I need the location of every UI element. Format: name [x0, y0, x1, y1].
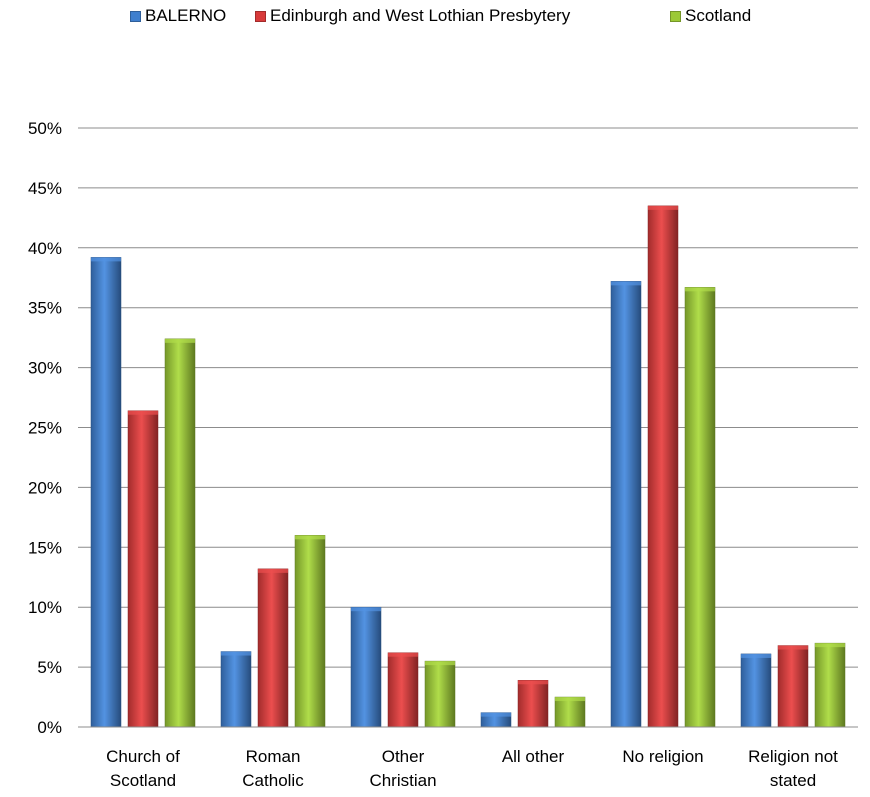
y-tick-label: 30%: [28, 359, 62, 378]
x-tick-label: Roman: [246, 747, 301, 766]
legend-swatch-presbytery: [255, 10, 266, 22]
y-tick-label: 15%: [28, 538, 62, 557]
y-tick-label: 45%: [28, 179, 62, 198]
bar-scotland-2: [424, 660, 456, 728]
bar-scotland-3: [554, 696, 586, 728]
bar-cap: [555, 697, 585, 702]
legend-item-scotland: Scotland: [670, 6, 751, 26]
bar-cap: [295, 535, 325, 540]
y-tick-label: 25%: [28, 419, 62, 438]
bar-cap: [611, 281, 641, 286]
y-tick-label: 10%: [28, 598, 62, 617]
legend-swatch-balerno: [130, 10, 141, 22]
bar-cap: [741, 653, 771, 658]
x-tick-label: stated: [770, 771, 816, 790]
bar-scotland-4: [684, 287, 716, 728]
y-tick-label: 20%: [28, 478, 62, 497]
legend-label-presbytery: Edinburgh and West Lothian Presbytery: [270, 6, 571, 25]
bar-cap: [685, 287, 715, 292]
x-tick-label: Other: [382, 747, 425, 766]
y-tick-label: 5%: [37, 658, 62, 677]
bar-cap: [778, 645, 808, 650]
bar-balerno-1: [220, 651, 252, 728]
bar-cap: [425, 661, 455, 666]
bar-cap: [221, 651, 251, 656]
bar-cap: [518, 680, 548, 685]
x-tick-label: Church of: [106, 747, 180, 766]
bar-edinburgh-and-west-lothian-presbytery-3: [517, 680, 549, 728]
bar-edinburgh-and-west-lothian-presbytery-0: [127, 410, 159, 728]
y-tick-label: 40%: [28, 239, 62, 258]
bar-edinburgh-and-west-lothian-presbytery-2: [387, 652, 419, 728]
bar-cap: [815, 643, 845, 648]
x-tick-label: Catholic: [242, 771, 304, 790]
y-tick-label: 35%: [28, 299, 62, 318]
x-tick-label: Religion not: [748, 747, 838, 766]
x-tick-label: All other: [502, 747, 565, 766]
bar-balerno-2: [350, 606, 382, 728]
legend-swatch-scotland: [670, 10, 681, 22]
bar-edinburgh-and-west-lothian-presbytery-5: [777, 645, 809, 728]
bar-cap: [165, 338, 195, 343]
y-tick-label: 0%: [37, 718, 62, 737]
bar-cap: [388, 652, 418, 657]
bar-balerno-4: [610, 281, 642, 728]
bar-cap: [258, 568, 288, 573]
bar-cap: [648, 205, 678, 210]
x-tick-label: Scotland: [110, 771, 176, 790]
bar-scotland-0: [164, 338, 196, 728]
legend: BALERNO Edinburgh and West Lothian Presb…: [0, 6, 870, 28]
bar-cap: [128, 410, 158, 415]
bar-balerno-5: [740, 653, 772, 728]
bar-scotland-5: [814, 642, 846, 728]
bar-scotland-1: [294, 535, 326, 728]
legend-item-balerno: BALERNO: [130, 6, 226, 26]
bar-cap: [351, 607, 381, 612]
legend-label-balerno: BALERNO: [145, 6, 227, 25]
x-tick-label: Christian: [369, 771, 436, 790]
x-tick-label: No religion: [622, 747, 703, 766]
bar-balerno-0: [90, 257, 122, 728]
bar-cap: [91, 257, 121, 262]
legend-item-presbytery: Edinburgh and West Lothian Presbytery: [255, 6, 570, 26]
bar-cap: [481, 712, 511, 717]
bar-edinburgh-and-west-lothian-presbytery-1: [257, 568, 289, 728]
y-tick-label: 50%: [28, 119, 62, 138]
legend-label-scotland: Scotland: [685, 6, 752, 25]
bar-edinburgh-and-west-lothian-presbytery-4: [647, 205, 679, 728]
